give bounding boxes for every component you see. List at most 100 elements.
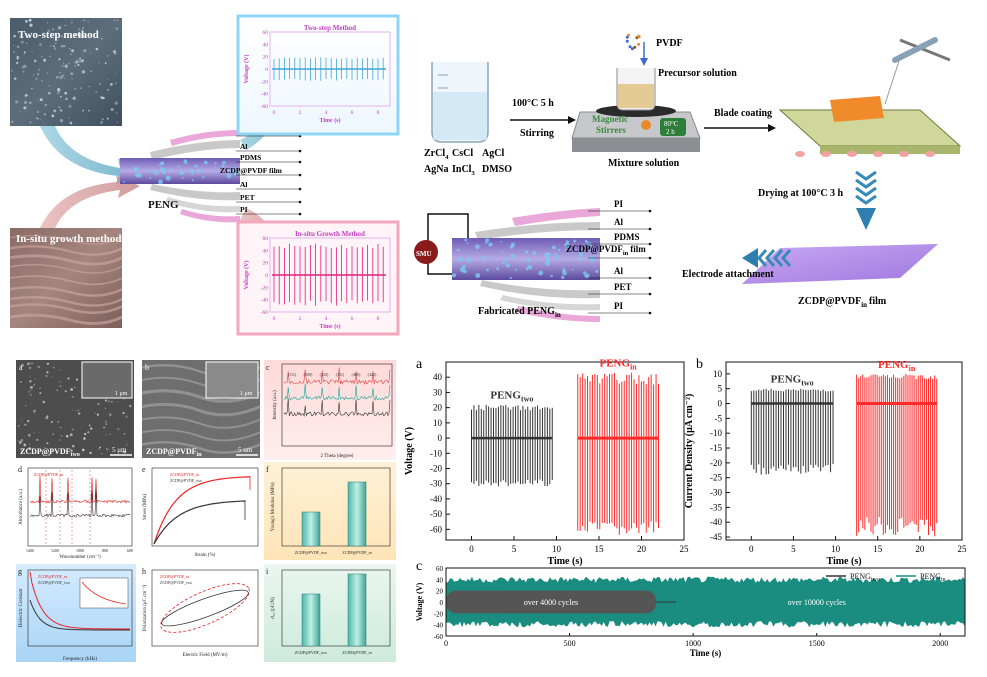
y-axis-label: Voltage (V) bbox=[404, 427, 415, 475]
panel-h-bg bbox=[140, 564, 262, 662]
coater-rollers bbox=[795, 151, 935, 157]
layer-label: Al bbox=[240, 142, 248, 151]
sem-speck bbox=[28, 366, 32, 370]
sem-speck bbox=[108, 413, 112, 417]
inset-axes bbox=[269, 31, 391, 107]
sem-speck bbox=[22, 70, 25, 73]
sem-speck bbox=[31, 51, 33, 53]
ytick-label: -40 bbox=[434, 622, 444, 630]
sem-ridge bbox=[9, 264, 123, 274]
sem-speck bbox=[46, 72, 49, 74]
nanoparticle bbox=[558, 249, 560, 251]
sem-ridge bbox=[9, 286, 123, 297]
sem-speck bbox=[53, 45, 55, 47]
durability-band-two bbox=[446, 590, 657, 614]
nanoparticle bbox=[562, 270, 567, 276]
nanoparticle bbox=[480, 256, 486, 261]
sem-speck bbox=[121, 426, 123, 428]
nanoparticle bbox=[462, 264, 466, 269]
plot-frame bbox=[445, 361, 685, 541]
sem-texture-top bbox=[10, 18, 119, 125]
sem-ridge bbox=[141, 429, 261, 442]
sem-speck bbox=[106, 447, 107, 449]
sem-speck bbox=[70, 449, 73, 452]
sem-speck bbox=[24, 423, 27, 426]
sem-speck bbox=[40, 55, 43, 58]
sem-speck bbox=[28, 447, 32, 450]
sem-panels: a ZCDP@PVDFtwo 5 μm 1 μm b ZCDP@PVDFin 5… bbox=[16, 360, 261, 458]
sem-speck bbox=[59, 72, 61, 74]
sem-speck bbox=[46, 362, 50, 365]
sem-speck bbox=[81, 70, 86, 74]
plot-frame bbox=[725, 361, 963, 541]
sem-speck bbox=[77, 409, 79, 411]
ytick-label: 0 bbox=[438, 433, 443, 443]
sem-speck bbox=[71, 21, 73, 24]
sem-speck bbox=[75, 60, 79, 64]
sem-speck bbox=[45, 375, 48, 377]
nanoparticle bbox=[203, 160, 208, 165]
sem-speck bbox=[58, 439, 61, 441]
panel-g-xlabel: Frequency (kHz) bbox=[63, 657, 97, 662]
nanoparticle bbox=[456, 248, 460, 252]
sem-speck bbox=[20, 34, 22, 36]
sem-speck bbox=[57, 26, 62, 30]
sem-speck bbox=[89, 52, 91, 54]
inset-ytick: 20 bbox=[263, 55, 269, 61]
sem-speck bbox=[114, 52, 117, 55]
sem-speck bbox=[76, 378, 78, 381]
inset-xtick: 6 bbox=[351, 316, 354, 322]
sem-speck bbox=[117, 401, 118, 403]
roller bbox=[795, 151, 805, 157]
sem-speck bbox=[71, 444, 75, 448]
panel-f-ylabel: Young's Modulus (MPa) bbox=[271, 482, 276, 531]
nanoparticle bbox=[501, 251, 504, 253]
nanoparticle bbox=[564, 249, 567, 251]
sem-a-label: ZCDP@PVDFtwo bbox=[20, 447, 80, 458]
sem-speck bbox=[20, 381, 22, 383]
sem-speck bbox=[23, 106, 27, 110]
sem-speck bbox=[60, 109, 63, 112]
inset-ytick: -20 bbox=[261, 79, 269, 85]
nanoparticle bbox=[452, 273, 456, 278]
nanoparticle bbox=[538, 270, 544, 276]
panel-i-ylabel: d₃₃ (pC/N) bbox=[271, 597, 276, 619]
sem-speck bbox=[60, 35, 64, 38]
chevron bbox=[855, 194, 877, 205]
nanoparticle bbox=[123, 181, 126, 183]
nanoparticle bbox=[585, 273, 590, 279]
sem-speck bbox=[42, 400, 46, 404]
nanoparticle bbox=[197, 169, 201, 174]
sem-speck bbox=[66, 398, 68, 399]
sem-speck bbox=[64, 24, 67, 27]
ftir-xtick: 1400 bbox=[26, 548, 34, 553]
panel-letter-e: e bbox=[142, 465, 146, 474]
sem-speck bbox=[29, 376, 31, 378]
sem-speck bbox=[69, 121, 73, 125]
sem-speck bbox=[28, 391, 30, 393]
sem-speck bbox=[74, 386, 76, 388]
layer-label: ZCDP@PVDF film bbox=[220, 166, 283, 175]
sem-speck bbox=[115, 27, 119, 31]
sem-speck bbox=[74, 65, 76, 67]
nanoparticle bbox=[179, 170, 184, 176]
sem-speck bbox=[70, 53, 72, 56]
sem-speck bbox=[33, 432, 35, 434]
panel-letter-g: g bbox=[18, 567, 22, 576]
layer-leader-dot bbox=[298, 200, 302, 204]
panel-f-bg bbox=[264, 462, 396, 560]
inset-ytick: 20 bbox=[263, 261, 269, 267]
layer-leader-dot bbox=[298, 160, 302, 164]
ytick-label: 0 bbox=[440, 599, 444, 607]
sem-speck bbox=[90, 427, 93, 430]
chemical-label: ZrCl4 bbox=[424, 148, 449, 161]
sem-speck bbox=[81, 59, 84, 63]
nanoparticle bbox=[545, 261, 550, 267]
panel-letter-b: b bbox=[696, 357, 703, 372]
ytick-label: 20 bbox=[436, 588, 444, 596]
sem-speck bbox=[35, 409, 36, 411]
sem-speck bbox=[23, 443, 27, 447]
sem-speck bbox=[20, 438, 24, 442]
sem-speck bbox=[21, 421, 23, 423]
